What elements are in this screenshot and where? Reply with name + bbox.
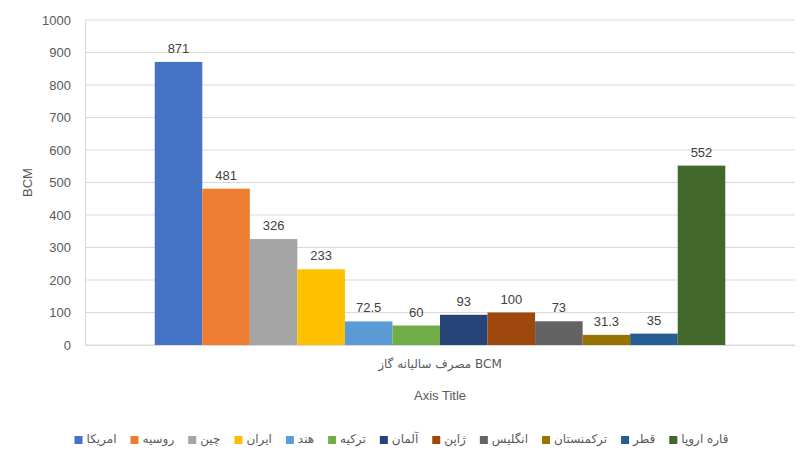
- data-label: 35: [647, 313, 661, 328]
- bar: [155, 62, 203, 345]
- legend-swatch: [380, 436, 388, 444]
- y-tick-label: 300: [49, 240, 71, 255]
- bar: [678, 166, 726, 345]
- y-tick-label: 900: [49, 45, 71, 60]
- legend-label: امریکا: [86, 432, 116, 447]
- y-tick: 0: [64, 338, 85, 353]
- legend-swatch: [188, 436, 196, 444]
- data-label: 481: [215, 168, 237, 183]
- legend-swatch: [234, 436, 242, 444]
- legend-label: روسیه: [143, 432, 175, 447]
- y-tick: 1000: [42, 13, 85, 28]
- y-tick-label: 700: [49, 110, 71, 125]
- legend-swatch: [286, 436, 294, 444]
- data-label: 326: [263, 218, 285, 233]
- legend-label: هند: [298, 432, 314, 446]
- y-axis-title: BCM: [20, 168, 35, 197]
- x-axis-title: Axis Title: [414, 388, 466, 403]
- legend-label: چین: [200, 432, 220, 447]
- data-label: 60: [409, 305, 423, 320]
- data-label: 100: [500, 292, 522, 307]
- plot-area: 0 100 200 300 400 500 600 700 800 900 1000 مصرف سال…: [42, 13, 795, 372]
- legend-swatch: [432, 436, 440, 444]
- y-tick: 400: [49, 208, 85, 223]
- legend: امریکا روسیه چین ایران هند ترکیه آلمان ژاپن انگل…: [74, 431, 728, 447]
- legend-swatch: [131, 436, 139, 444]
- bars: [155, 62, 726, 345]
- y-tick-label: 800: [49, 78, 71, 93]
- y-tick: 800: [49, 78, 85, 93]
- y-tick: 100: [49, 305, 85, 320]
- bar: [440, 315, 488, 345]
- legend-label: انگلیس: [492, 432, 528, 447]
- x-tick-label: مصرف سالیانه گاز BCM: [377, 357, 502, 372]
- legend-item: انگلیس: [480, 432, 528, 447]
- y-tick-label: 1000: [42, 13, 71, 28]
- y-tick: 500: [49, 175, 85, 190]
- legend-swatch: [480, 436, 488, 444]
- y-tick-label: 600: [49, 143, 71, 158]
- legend-item: ژاپن: [432, 432, 466, 447]
- y-tick: 700: [49, 110, 85, 125]
- y-tick-label: 0: [64, 338, 71, 353]
- data-labels: 871 481 326 233 72.5 60 93 100 73 31.3 35 552: [168, 41, 713, 329]
- legend-swatch: [328, 436, 336, 444]
- data-label: 93: [457, 294, 471, 309]
- legend-item: روسیه: [131, 432, 175, 447]
- legend-swatch: [669, 436, 677, 444]
- data-label: 31.3: [594, 314, 619, 329]
- x-tick: مصرف سالیانه گاز BCM: [377, 345, 502, 372]
- data-label: 72.5: [356, 300, 381, 315]
- x-axis: مصرف سالیانه گاز BCM: [86, 345, 796, 372]
- bar: [392, 326, 440, 346]
- bar: [583, 335, 631, 345]
- bar: [250, 239, 298, 345]
- legend-swatch: [542, 436, 550, 444]
- legend-item: ترکمنستان: [542, 432, 607, 447]
- bar: [488, 313, 536, 346]
- data-label: 871: [168, 41, 190, 56]
- y-axis-line: [85, 21, 86, 346]
- y-tick-label: 100: [49, 305, 71, 320]
- legend-label: قطر: [632, 432, 655, 447]
- legend-item: ترکیه: [328, 432, 366, 447]
- legend-label: ژاپن: [444, 432, 466, 447]
- y-tick: 200: [49, 273, 85, 288]
- legend-label: ترکیه: [340, 432, 366, 447]
- legend-item: ایران: [234, 432, 271, 447]
- data-label: 73: [552, 300, 566, 315]
- y-tick: 300: [49, 240, 85, 255]
- bar: [202, 189, 250, 345]
- y-tick-label: 500: [49, 175, 71, 190]
- legend-item: چین: [188, 432, 220, 447]
- y-tick: 900: [49, 45, 85, 60]
- bar: [297, 269, 345, 345]
- legend-item: آلمان: [380, 431, 419, 446]
- legend-label: آلمان: [392, 431, 419, 446]
- legend-item: قطر: [621, 432, 655, 447]
- y-tick: 600: [49, 143, 85, 158]
- legend-label: قاره اروپا: [681, 432, 728, 447]
- legend-item: امریکا: [74, 432, 116, 447]
- bar: [345, 321, 393, 345]
- y-tick-label: 400: [49, 208, 71, 223]
- chart: 0 100 200 300 400 500 600 700 800 900 1000 مصرف سال…: [0, 0, 803, 471]
- bar: [630, 334, 678, 345]
- y-tick-label: 200: [49, 273, 71, 288]
- x-axis-line: [86, 345, 796, 346]
- legend-item: هند: [286, 432, 314, 446]
- grid-line: [85, 20, 795, 21]
- legend-swatch: [621, 436, 629, 444]
- y-axis: 0 100 200 300 400 500 600 700 800 900 1000: [42, 13, 85, 353]
- data-label: 552: [691, 145, 713, 160]
- legend-item: قاره اروپا: [669, 432, 728, 447]
- legend-label: ترکمنستان: [554, 432, 607, 447]
- grid-line: [85, 52, 795, 53]
- legend-label: ایران: [246, 432, 271, 447]
- data-label: 233: [310, 248, 332, 263]
- legend-swatch: [74, 436, 82, 444]
- grid: [85, 20, 795, 345]
- bar: [535, 321, 583, 345]
